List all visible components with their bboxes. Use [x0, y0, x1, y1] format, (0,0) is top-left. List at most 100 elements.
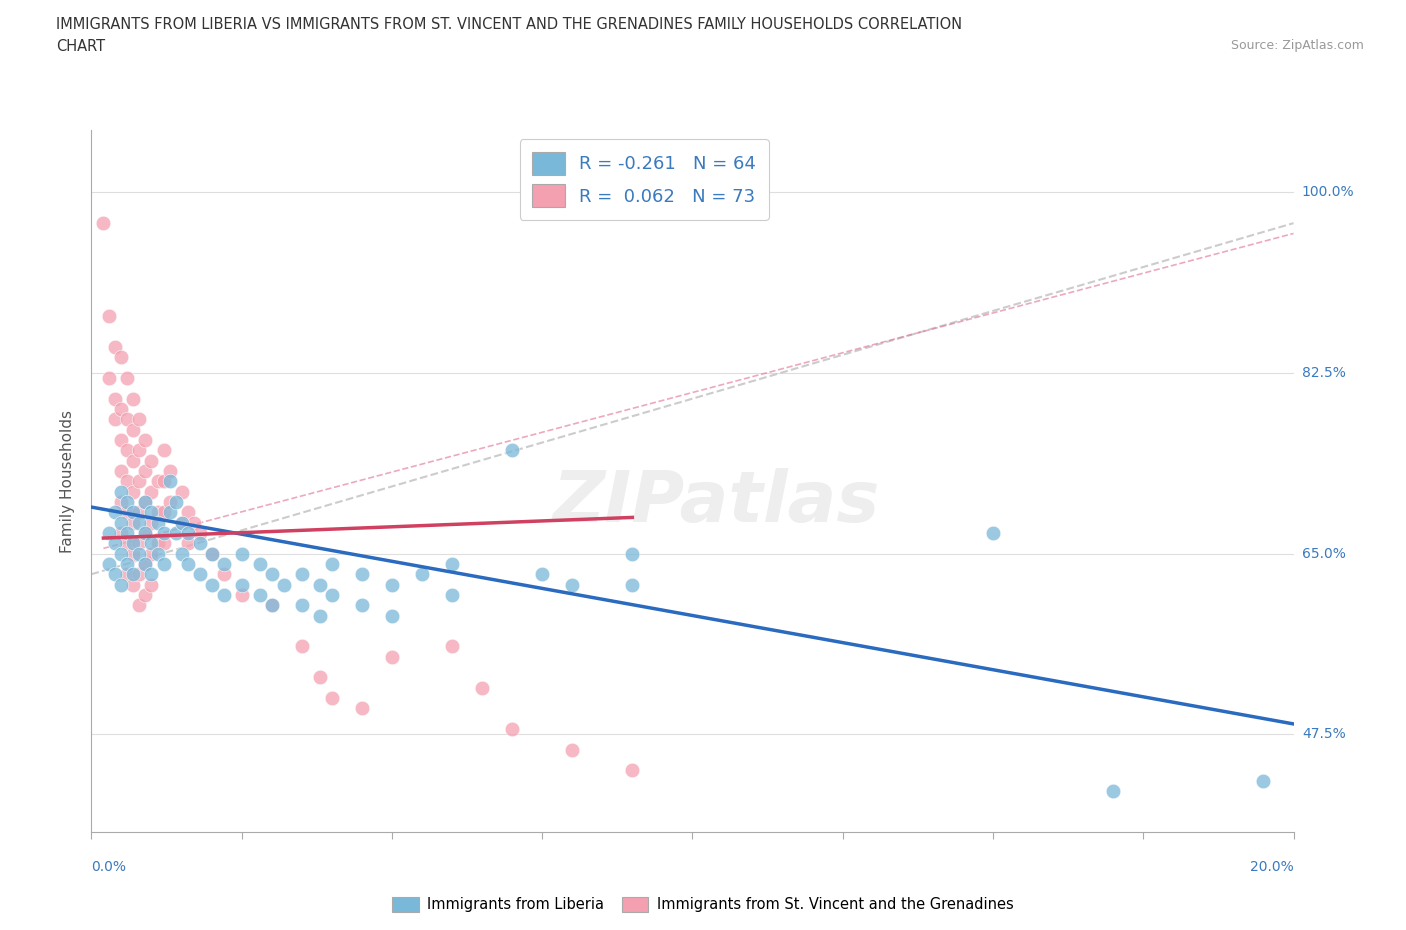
Point: [212, 566, 235, 581]
Point: [134, 556, 156, 571]
Point: [212, 588, 235, 603]
Point: [291, 566, 314, 581]
Point: [440, 556, 463, 571]
Point: [128, 412, 150, 427]
Point: [128, 566, 150, 581]
Point: [621, 763, 644, 777]
Point: [170, 515, 193, 530]
Point: [134, 525, 156, 540]
Text: 47.5%: 47.5%: [1302, 727, 1346, 741]
Point: [134, 495, 156, 510]
Point: [122, 515, 145, 530]
Point: [440, 588, 463, 603]
Point: [159, 474, 181, 489]
Point: [117, 495, 139, 510]
Point: [146, 505, 169, 520]
Legend: Immigrants from Liberia, Immigrants from St. Vincent and the Grenadines: Immigrants from Liberia, Immigrants from…: [387, 891, 1019, 918]
Point: [146, 536, 169, 551]
Point: [110, 525, 132, 540]
Text: 65.0%: 65.0%: [1302, 547, 1346, 561]
Text: ZIPatlas: ZIPatlas: [553, 468, 880, 537]
Point: [98, 525, 121, 540]
Point: [117, 443, 139, 458]
Text: 0.0%: 0.0%: [91, 860, 127, 874]
Point: [141, 536, 163, 551]
Point: [212, 556, 235, 571]
Point: [308, 670, 330, 684]
Point: [249, 588, 271, 603]
Point: [501, 443, 523, 458]
Point: [249, 556, 271, 571]
Point: [621, 546, 644, 561]
Point: [308, 608, 330, 623]
Point: [117, 556, 139, 571]
Point: [122, 566, 145, 581]
Point: [231, 546, 253, 561]
Text: CHART: CHART: [56, 39, 105, 54]
Point: [291, 639, 314, 654]
Point: [260, 598, 283, 613]
Point: [104, 566, 127, 581]
Point: [110, 432, 132, 447]
Point: [128, 505, 150, 520]
Point: [122, 422, 145, 437]
Point: [1102, 784, 1125, 799]
Point: [308, 578, 330, 592]
Point: [201, 546, 224, 561]
Point: [122, 453, 145, 468]
Point: [152, 525, 174, 540]
Point: [98, 309, 121, 324]
Point: [561, 742, 583, 757]
Point: [273, 578, 295, 592]
Point: [141, 515, 163, 530]
Point: [122, 536, 145, 551]
Point: [350, 566, 373, 581]
Point: [231, 578, 253, 592]
Point: [188, 525, 211, 540]
Point: [170, 485, 193, 499]
Point: [110, 515, 132, 530]
Point: [159, 463, 181, 478]
Point: [134, 463, 156, 478]
Point: [440, 639, 463, 654]
Point: [188, 566, 211, 581]
Point: [381, 649, 404, 664]
Point: [110, 578, 132, 592]
Point: [152, 536, 174, 551]
Point: [350, 701, 373, 716]
Point: [141, 546, 163, 561]
Point: [122, 505, 145, 520]
Point: [201, 546, 224, 561]
Point: [128, 474, 150, 489]
Point: [176, 505, 198, 520]
Point: [117, 505, 139, 520]
Point: [170, 515, 193, 530]
Point: [117, 474, 139, 489]
Point: [176, 525, 198, 540]
Point: [104, 392, 127, 406]
Point: [128, 536, 150, 551]
Point: [260, 598, 283, 613]
Y-axis label: Family Households: Family Households: [60, 410, 76, 552]
Point: [159, 505, 181, 520]
Point: [350, 598, 373, 613]
Point: [98, 556, 121, 571]
Point: [122, 546, 145, 561]
Point: [134, 432, 156, 447]
Point: [621, 578, 644, 592]
Point: [381, 608, 404, 623]
Point: [321, 588, 343, 603]
Point: [291, 598, 314, 613]
Point: [110, 402, 132, 417]
Point: [188, 536, 211, 551]
Point: [134, 525, 156, 540]
Point: [98, 370, 121, 385]
Point: [1253, 773, 1275, 788]
Point: [128, 598, 150, 613]
Point: [110, 463, 132, 478]
Text: 100.0%: 100.0%: [1302, 185, 1354, 199]
Point: [141, 453, 163, 468]
Point: [117, 536, 139, 551]
Point: [104, 412, 127, 427]
Text: IMMIGRANTS FROM LIBERIA VS IMMIGRANTS FROM ST. VINCENT AND THE GRENADINES FAMILY: IMMIGRANTS FROM LIBERIA VS IMMIGRANTS FR…: [56, 17, 962, 32]
